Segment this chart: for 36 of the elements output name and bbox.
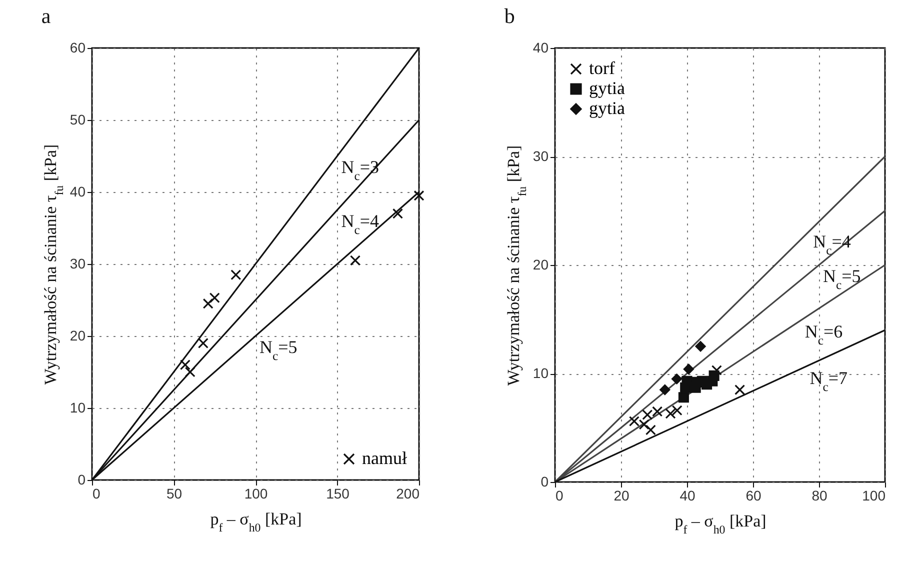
chart-title: a [41, 4, 52, 28]
y-tick-label: 10 [70, 400, 86, 416]
x-tick-label: 20 [614, 488, 630, 504]
x-tick-label: 40 [680, 488, 696, 504]
annotation: N$_{c}$=5 [823, 266, 861, 292]
x-axis-title: p$_{f}$ – σ$_{h0}$ [kPa] [674, 512, 766, 536]
annotation: N$_{c}$=6 [804, 321, 843, 348]
legend-label: gytia [589, 98, 625, 118]
annotation: N$_{c}$=4 [341, 211, 379, 237]
x-tick-label: 60 [746, 488, 762, 504]
x-tick-label: 80 [812, 488, 828, 504]
y-tick-label: 20 [532, 256, 549, 272]
y-tick-label: 20 [70, 328, 86, 344]
legend-label: gytia [589, 78, 625, 98]
y-tick-label: 30 [70, 256, 86, 272]
x-tick-label: 200 [396, 486, 420, 502]
chart-title: b [504, 4, 515, 28]
y-tick-label: 40 [532, 40, 549, 56]
x-tick-label: 0 [556, 488, 564, 504]
y-tick-label: 30 [532, 148, 549, 164]
y-tick-label: 60 [70, 40, 86, 56]
legend-label: namuł [362, 448, 407, 468]
annotation: N$_{c}$=5 [260, 337, 298, 363]
legend-label: torf [589, 58, 615, 78]
x-tick-label: 150 [326, 486, 350, 502]
x-axis-title: p$_{f}$ – σ$_{h0}$ [kPa] [210, 510, 302, 534]
annotation: N$_{c}$=7 [810, 368, 848, 394]
y-tick-label: 10 [532, 365, 549, 381]
y-tick-label: 40 [70, 184, 86, 200]
x-tick-label: 50 [166, 486, 182, 502]
x-tick-label: 0 [92, 486, 100, 502]
y-tick-label: 0 [78, 472, 86, 488]
x-tick-label: 100 [862, 488, 886, 504]
x-tick-label: 100 [244, 486, 268, 502]
y-tick-label: 0 [540, 474, 549, 490]
y-tick-label: 50 [70, 112, 86, 128]
